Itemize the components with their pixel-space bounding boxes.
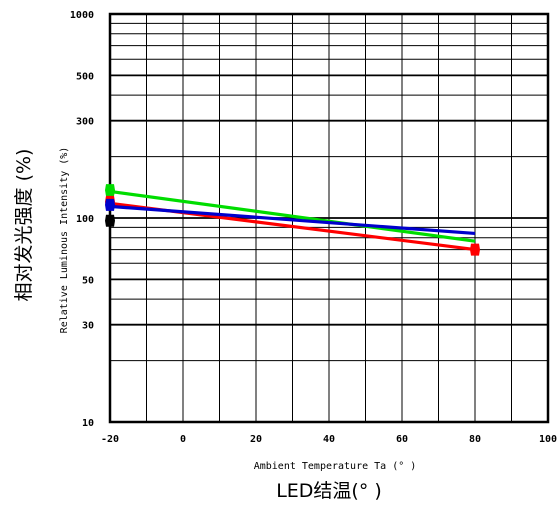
x-tick-labels: -20 0 20 40 60 80 100: [101, 434, 557, 445]
x-tick-label: 60: [396, 434, 408, 445]
y-axis-label-cn: 相对发光强度 (%): [13, 149, 35, 302]
x-tick-label: 20: [250, 434, 262, 445]
data-point: [105, 198, 115, 211]
y-tick-label: 10: [82, 418, 94, 429]
y-tick-label: 50: [82, 275, 94, 286]
x-axis-label-cn: LED结温(° ): [276, 480, 382, 502]
y-tick-label: 1000: [70, 10, 94, 21]
data-point: [105, 214, 115, 227]
x-tick-label: 80: [469, 434, 481, 445]
y-tick-label: 100: [76, 214, 94, 225]
series-line: [109, 204, 476, 236]
x-tick-label: -20: [101, 434, 119, 445]
y-tick-label: 30: [82, 321, 94, 332]
grid-lines: [110, 14, 548, 422]
x-tick-label: 40: [323, 434, 335, 445]
data-point: [470, 243, 480, 256]
data-point: [105, 184, 115, 197]
x-tick-label: 0: [180, 434, 186, 445]
series-line: [109, 189, 476, 243]
y-tick-label: 500: [76, 71, 94, 82]
x-axis-label: Ambient Temperature Ta (° ): [254, 461, 417, 472]
x-tick-label: 100: [539, 434, 557, 445]
y-axis-label: Relative Luminous Intensity (%): [59, 147, 70, 334]
y-tick-labels: 10 30 50 100 300 500 1000: [70, 10, 94, 429]
y-tick-label: 300: [76, 117, 94, 128]
data-series: [105, 184, 480, 256]
